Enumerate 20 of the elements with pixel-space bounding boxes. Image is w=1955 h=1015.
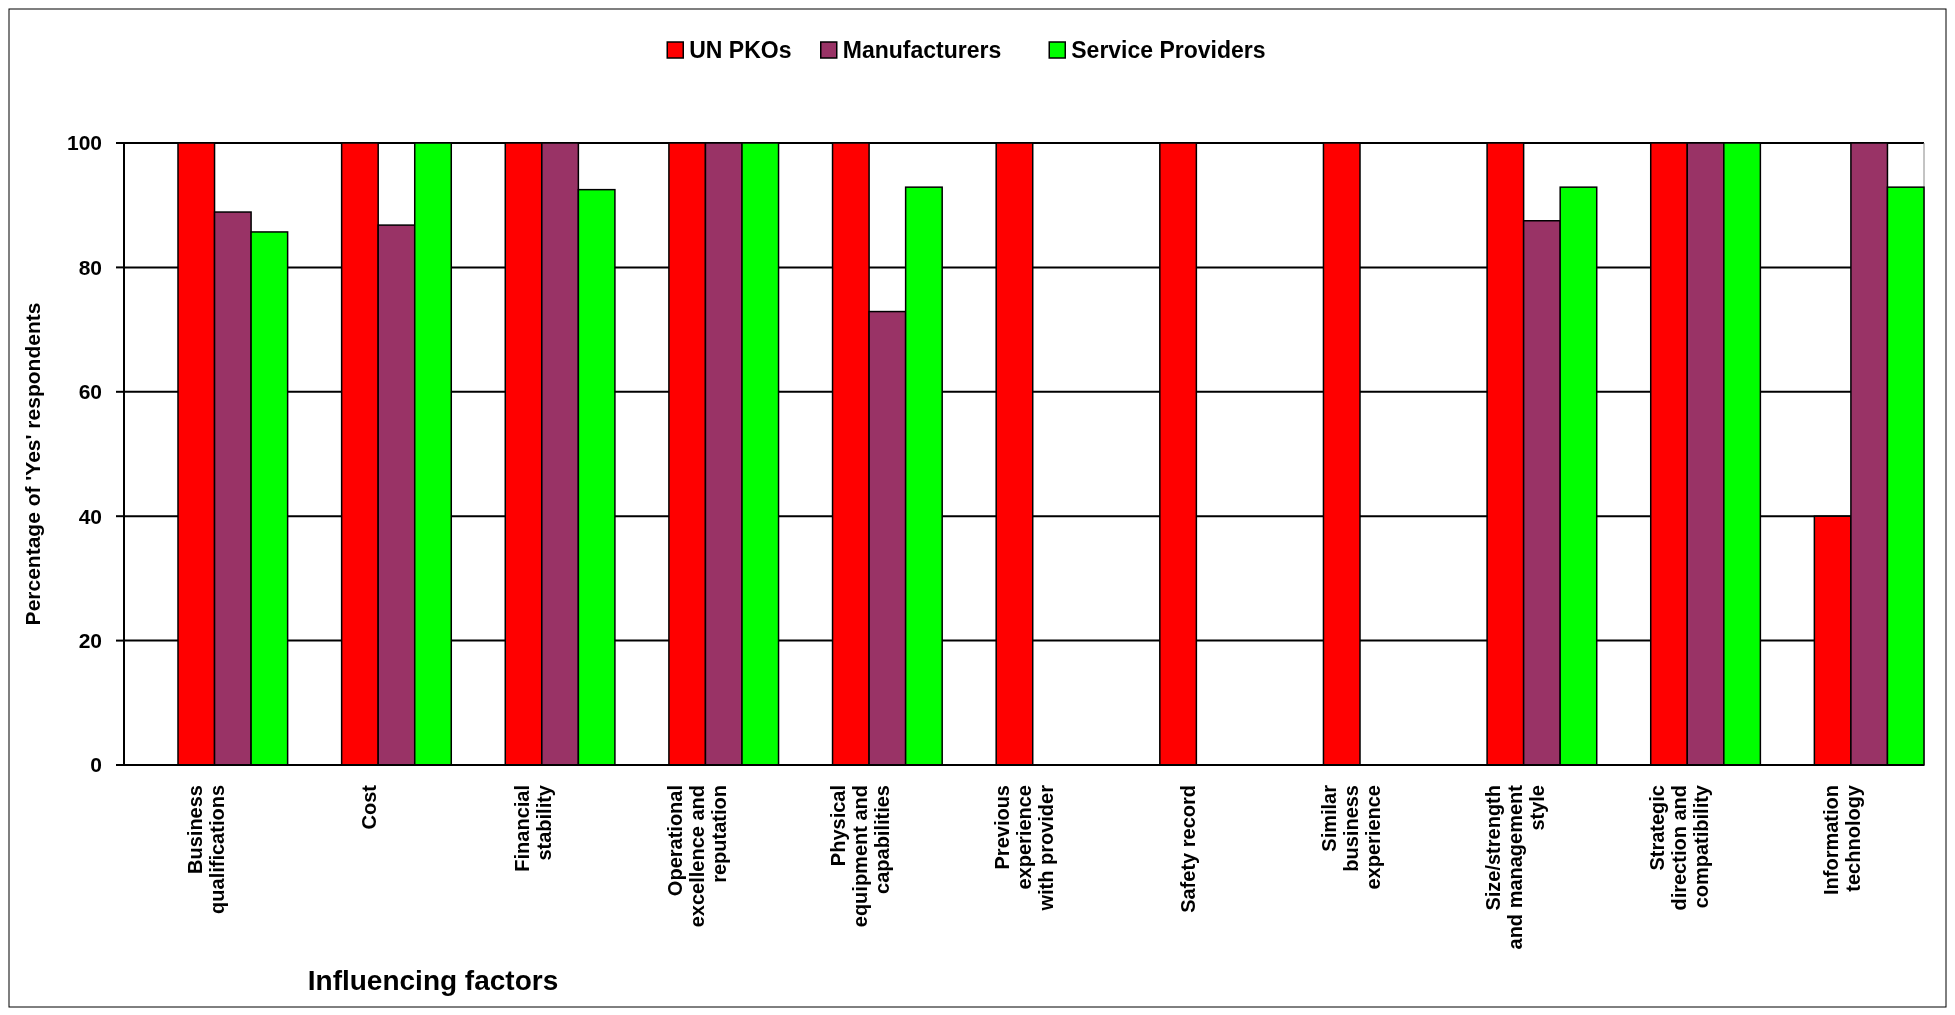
x-tick-label: Operational excellence and reputation	[663, 785, 730, 928]
x-tick-label: Physical equipment and capabilities	[827, 785, 894, 928]
x-axis-title: Influencing factors	[307, 965, 559, 996]
legend-label: Manufacturers	[842, 37, 1002, 64]
x-tick-label: Information technology	[1820, 784, 1865, 895]
x-tick-label: Similar business experience	[1318, 784, 1385, 890]
x-tick-label: Size/strength and management style	[1481, 784, 1548, 950]
x-tick-label: Safety record	[1176, 785, 1199, 913]
x-tick-label: Cost	[358, 784, 381, 830]
y-tick-label: 80	[78, 255, 102, 279]
y-tick-label: 40	[78, 504, 102, 528]
legend-label: Service Providers	[1071, 37, 1266, 64]
y-tick-label: 60	[78, 380, 102, 404]
y-axis-title: Percentage of 'Yes' respondents	[21, 302, 44, 626]
y-tick-label: 20	[78, 628, 102, 652]
legend-label: UN PKOs	[689, 37, 792, 64]
x-tick-label: Financial stability	[511, 784, 556, 872]
y-tick-label: 100	[66, 131, 102, 155]
y-tick-label: 0	[90, 753, 102, 777]
x-tick-label: Business qualifications	[183, 785, 228, 914]
